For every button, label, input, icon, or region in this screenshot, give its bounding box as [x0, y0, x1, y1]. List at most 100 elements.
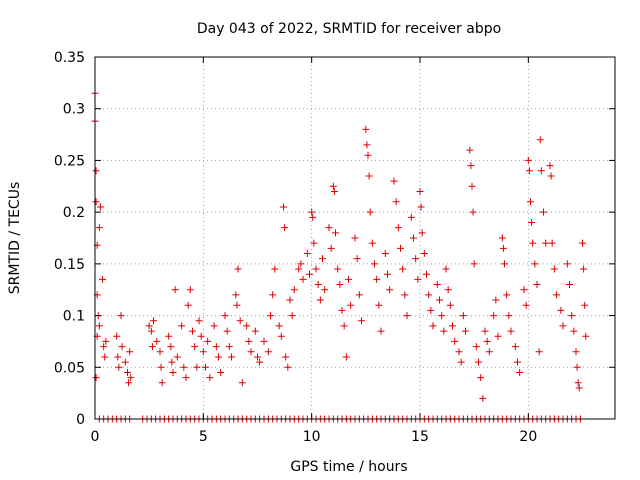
- data-point: [472, 343, 480, 351]
- data-point: [540, 208, 547, 216]
- data-point: [95, 322, 103, 330]
- data-point: [397, 244, 404, 252]
- data-point: [127, 374, 135, 382]
- data-point: [277, 332, 285, 340]
- data-point: [286, 296, 294, 304]
- data-point: [492, 296, 500, 304]
- data-point: [470, 260, 478, 268]
- data-point: [210, 322, 218, 330]
- axis-ticks: [94, 56, 615, 420]
- data-point: [399, 265, 407, 273]
- data-point: [178, 322, 186, 330]
- data-point: [245, 337, 253, 345]
- data-point: [271, 265, 279, 273]
- data-point: [113, 332, 121, 340]
- data-point: [171, 286, 179, 294]
- data-point: [425, 291, 433, 299]
- data-point: [525, 167, 533, 175]
- data-point: [442, 265, 450, 273]
- data-point: [145, 322, 153, 330]
- data-point: [373, 275, 381, 283]
- data-point: [295, 265, 303, 273]
- data-point: [436, 296, 443, 304]
- data-point: [330, 187, 338, 195]
- data-point: [150, 317, 157, 325]
- data-point: [547, 172, 555, 180]
- data-point: [101, 353, 109, 361]
- data-point: [254, 353, 261, 361]
- data-point: [542, 239, 550, 247]
- x-axis-label: GPS time / hours: [290, 459, 407, 475]
- data-point: [468, 182, 476, 190]
- data-point: [182, 374, 190, 382]
- x-tick-label: 0: [91, 429, 100, 445]
- data-point: [503, 291, 511, 299]
- data-point: [505, 312, 513, 320]
- data-point: [167, 343, 175, 351]
- data-point: [537, 167, 545, 175]
- data-point: [479, 394, 487, 402]
- data-point: [269, 291, 277, 299]
- data-point: [353, 255, 361, 263]
- data-point: [347, 301, 355, 309]
- data-point: [340, 322, 348, 330]
- data-point: [580, 265, 588, 273]
- data-point: [390, 177, 398, 185]
- data-point: [377, 327, 385, 335]
- data-point: [282, 353, 290, 361]
- data-point: [498, 234, 506, 242]
- data-point: [516, 368, 524, 376]
- y-axis-label: SRMTID / TECUs: [7, 182, 23, 295]
- data-point: [579, 239, 586, 247]
- data-point: [371, 260, 378, 268]
- x-tick-label: 10: [303, 429, 321, 445]
- data-point: [362, 125, 370, 133]
- data-point: [438, 312, 446, 320]
- data-point: [381, 250, 389, 258]
- data-point: [459, 312, 467, 320]
- data-point: [228, 353, 235, 361]
- data-point: [102, 337, 110, 345]
- data-point: [184, 301, 192, 309]
- data-point: [446, 301, 454, 309]
- data-point: [243, 322, 251, 330]
- data-point: [520, 286, 528, 294]
- data-point: [366, 208, 374, 216]
- data-point: [528, 218, 536, 226]
- data-point: [327, 244, 335, 252]
- data-point: [126, 348, 134, 356]
- data-point: [118, 343, 126, 351]
- data-point: [514, 358, 521, 366]
- grid-lines: [95, 57, 615, 419]
- data-point: [223, 327, 231, 335]
- data-point: [462, 327, 469, 335]
- data-point: [308, 208, 316, 216]
- data-point: [206, 374, 214, 382]
- data-point: [334, 265, 342, 273]
- data-point: [533, 281, 541, 289]
- y-tick-label: 0.05: [54, 360, 85, 376]
- data-point: [329, 182, 337, 190]
- y-tick-label: 0.15: [54, 257, 85, 273]
- data-point: [364, 151, 372, 159]
- data-point: [225, 343, 233, 351]
- data-point: [92, 374, 100, 382]
- data-point: [309, 213, 317, 221]
- data-point: [342, 353, 350, 361]
- data-point: [180, 363, 188, 371]
- data-point: [365, 172, 373, 180]
- data-point: [499, 244, 507, 252]
- data-point: [566, 281, 573, 289]
- data-point: [147, 327, 155, 335]
- x-tick-label: 20: [519, 429, 537, 445]
- data-point: [92, 198, 100, 206]
- data-point: [303, 250, 311, 258]
- data-point: [217, 368, 225, 376]
- data-point: [306, 270, 313, 278]
- data-point: [195, 317, 203, 325]
- data-point: [477, 374, 485, 382]
- data-point: [444, 286, 452, 294]
- data-point: [125, 379, 133, 387]
- data-point: [236, 317, 244, 325]
- data-point: [407, 213, 415, 221]
